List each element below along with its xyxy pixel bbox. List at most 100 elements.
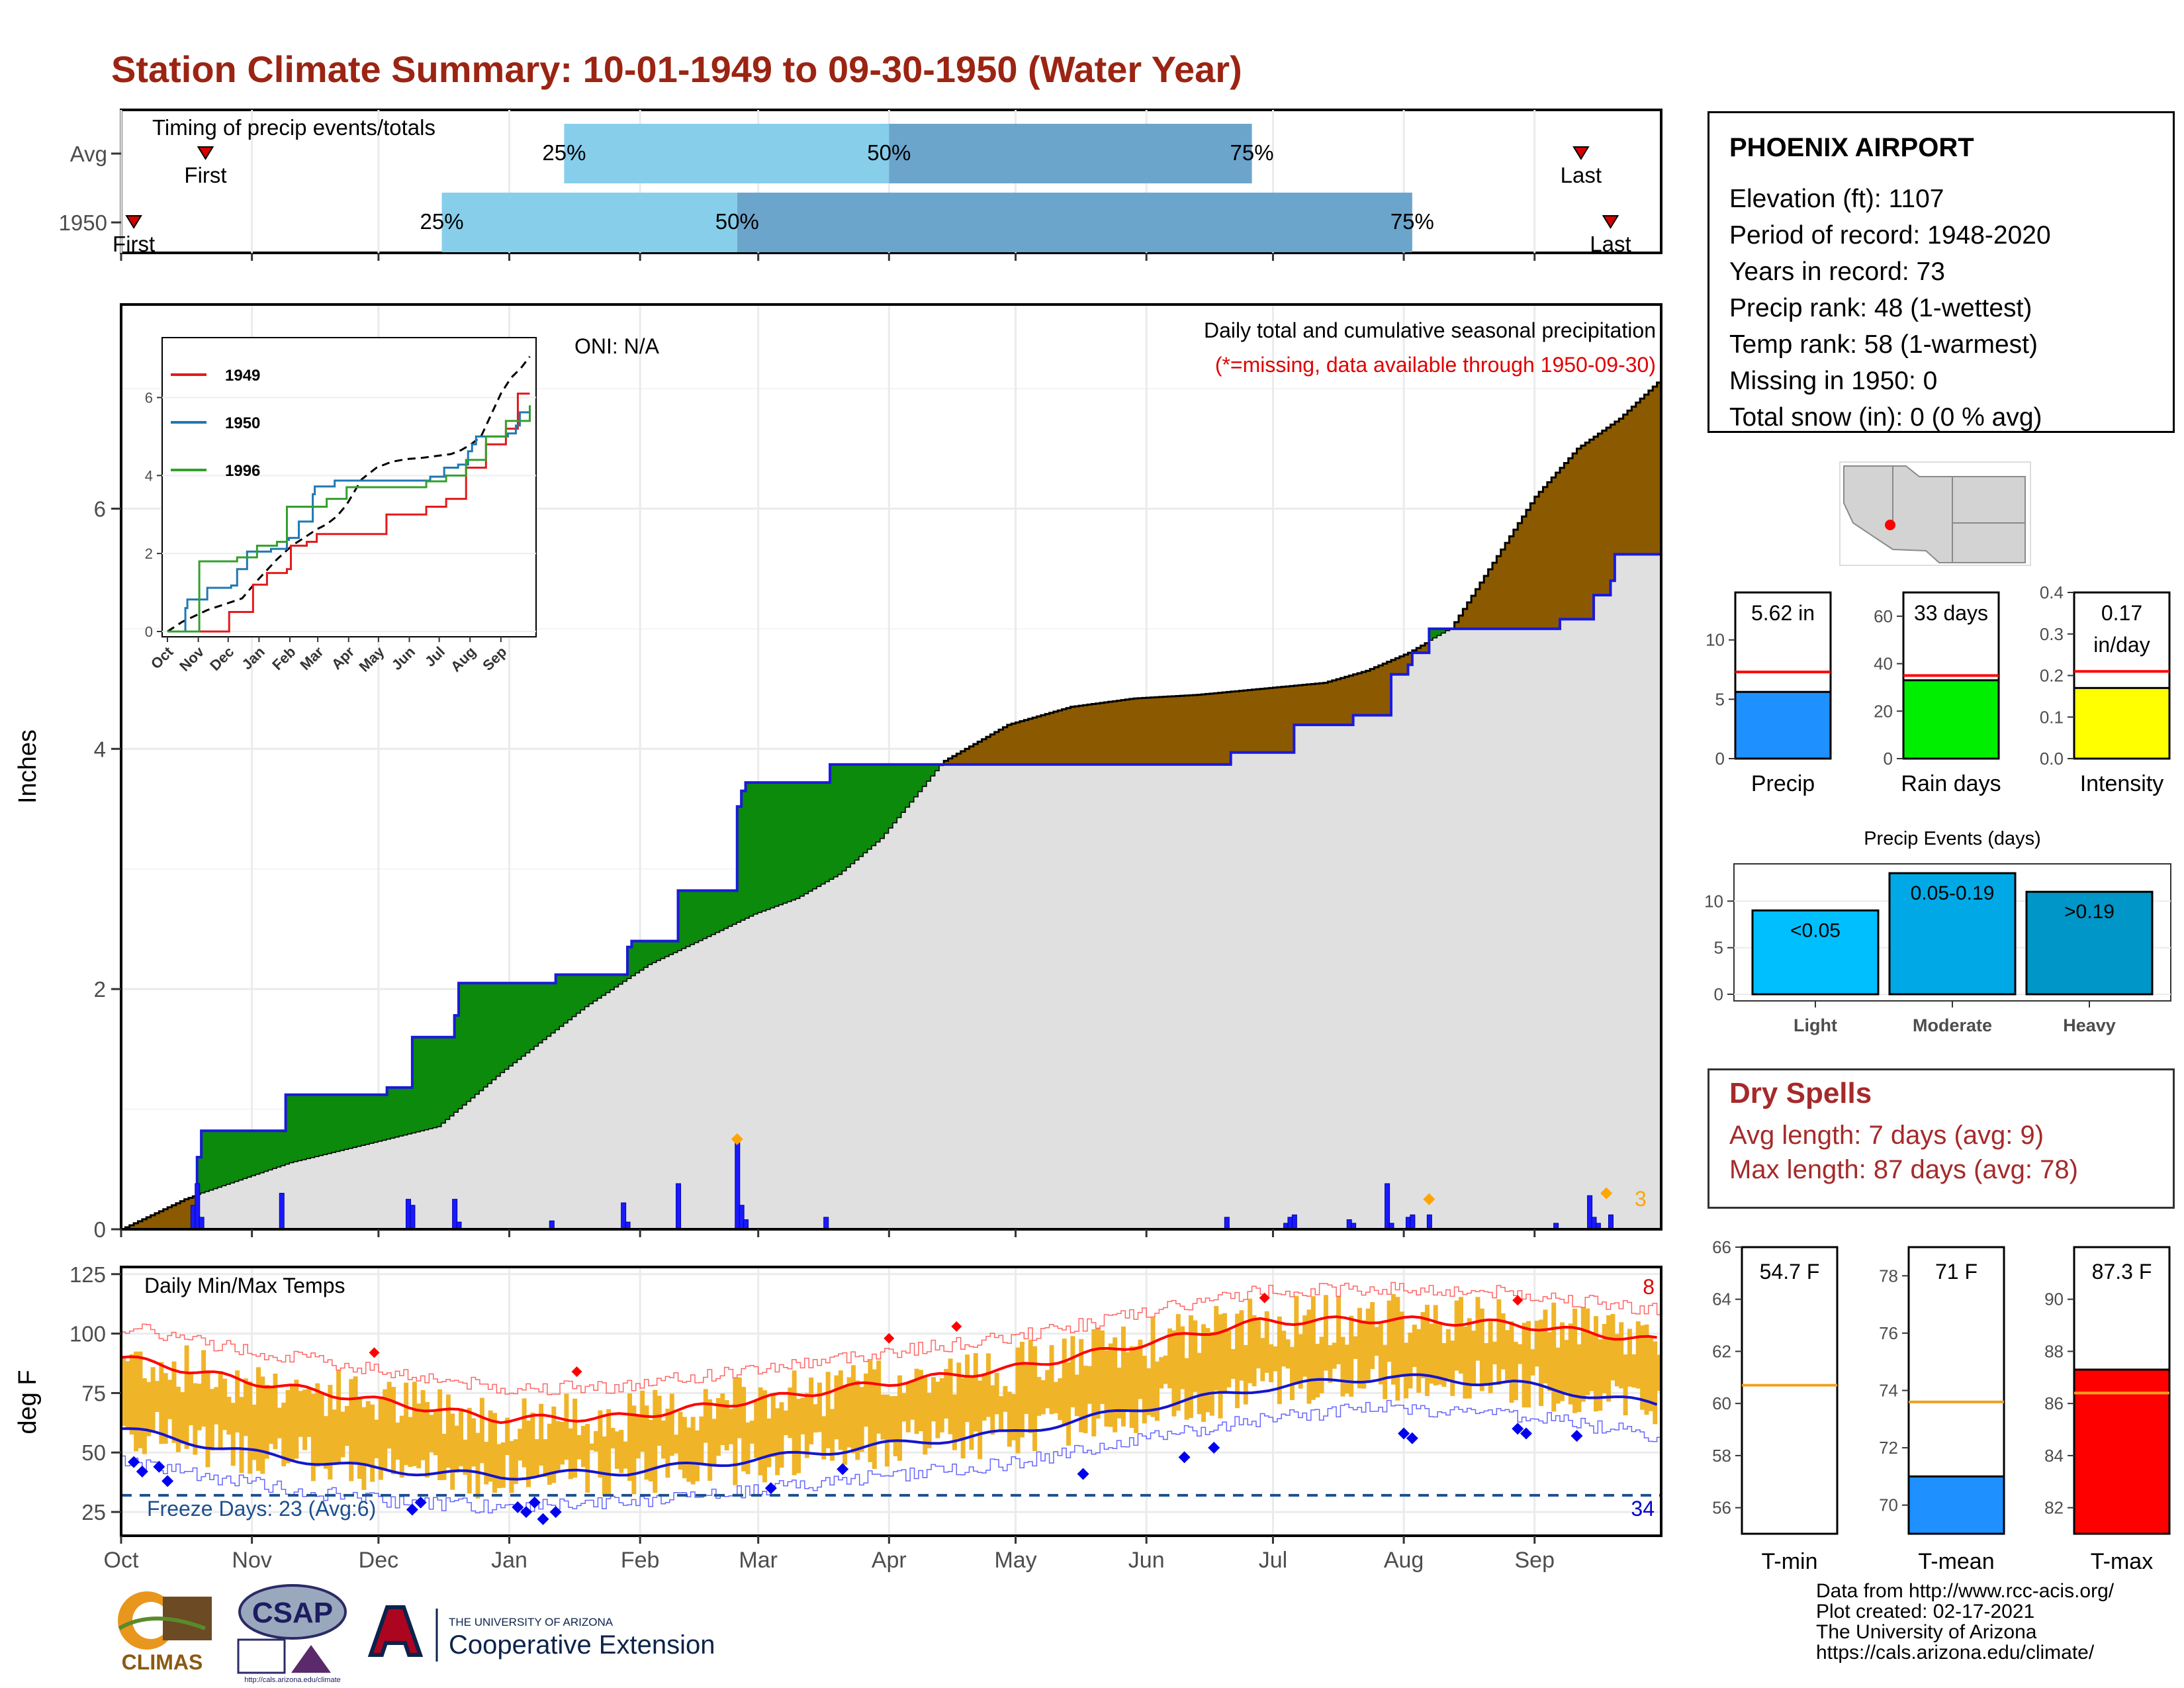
daily-temp-range [306, 1387, 312, 1437]
event-bar-label: 0.05-0.19 [1911, 882, 1995, 904]
first-event-label: First [113, 232, 155, 256]
month-label: Jun [1128, 1548, 1165, 1573]
gauge-ytick-label: 20 [1874, 701, 1893, 721]
gauge-ytick-label: 60 [1874, 606, 1893, 626]
dry-spells-box: Dry Spells Avg length: 7 days (avg: 9) M… [1707, 1068, 2175, 1209]
daily-temp-range [534, 1439, 539, 1476]
daily-temp-range [429, 1415, 434, 1452]
daily-temp-range [1610, 1313, 1615, 1381]
daily-temp-range [999, 1396, 1004, 1431]
daily-temp-range [463, 1439, 468, 1475]
temp-gauge-frame [1741, 1246, 1839, 1535]
daily-temp-range [142, 1378, 147, 1454]
daily-temp-range [1049, 1345, 1054, 1415]
event-bar [1888, 872, 2017, 996]
daily-temp-range [711, 1419, 717, 1465]
daily-temp-range [1230, 1348, 1236, 1379]
daily-temp-range [796, 1399, 801, 1474]
daily-temp-range [205, 1370, 210, 1468]
daily-temp-range [1214, 1305, 1219, 1391]
daily-temp-range [715, 1397, 721, 1456]
gauge-value-bar [1902, 679, 2000, 760]
daily-temp-range [475, 1432, 480, 1499]
daily-temp-range [1062, 1338, 1067, 1425]
daily-temp-range [509, 1440, 514, 1493]
daily-temp-range [547, 1423, 552, 1485]
daily-temp-range [1306, 1309, 1312, 1404]
daily-temp-range [1340, 1336, 1345, 1397]
daily-temp-range [1475, 1297, 1480, 1361]
daily-temp-range [1201, 1324, 1206, 1423]
month-label: Nov [232, 1548, 271, 1573]
daily-temp-range [1120, 1326, 1126, 1427]
ua-extension-logo: THE UNIVERSITY OF ARIZONA Cooperative Ex… [357, 1602, 741, 1668]
daily-temp-range [180, 1392, 185, 1444]
record-high-marker [571, 1366, 582, 1378]
daily-temp-range [1551, 1302, 1557, 1412]
daily-temp-range [1218, 1314, 1223, 1419]
gauge-ytick-label: 0.3 [2040, 624, 2064, 644]
record-low-marker [537, 1513, 549, 1525]
daily-temp-range [138, 1351, 143, 1448]
footer-source: Data from http://www.rcc-acis.org/ [1816, 1580, 2115, 1602]
daily-temp-range [1251, 1315, 1257, 1387]
daily-temp-range [1429, 1323, 1434, 1384]
daily-temp-range [1602, 1324, 1607, 1393]
daily-temp-range [1138, 1339, 1143, 1399]
record-low-marker [128, 1456, 140, 1468]
daily-temp-range [935, 1382, 940, 1438]
gauge-ytick-label: 0.2 [2040, 666, 2064, 686]
record-precip-marker [1423, 1193, 1435, 1205]
daily-temp-range [302, 1389, 308, 1450]
ua-extension-text: Cooperative Extension [449, 1630, 715, 1660]
daily-temp-range [800, 1397, 805, 1434]
daily-temp-range [492, 1413, 498, 1493]
daily-temp-range [923, 1378, 928, 1455]
daily-temp-range [610, 1428, 615, 1449]
daily-temp-range [1467, 1318, 1472, 1399]
daily-temp-range [146, 1382, 152, 1436]
record-high-marker [369, 1347, 380, 1358]
month-label: Dec [359, 1548, 398, 1573]
daily-precip-bar [1224, 1217, 1230, 1229]
daily-temp-range [281, 1402, 287, 1467]
daily-temp-range [218, 1371, 223, 1450]
daily-temp-range [310, 1393, 316, 1481]
daily-temp-range [1522, 1323, 1527, 1408]
temp-gauge-value-text: 54.7 F [1760, 1260, 1820, 1284]
daily-temp-range [1150, 1317, 1156, 1417]
temp-gauge-ytick-label: 86 [2044, 1393, 2064, 1413]
daily-temp-range [1463, 1326, 1468, 1399]
inset-ytick-label: 0 [145, 624, 153, 640]
inset-series-line [167, 393, 530, 633]
daily-temp-range [193, 1383, 198, 1455]
daily-temp-range [1572, 1308, 1578, 1413]
daily-temp-range [319, 1391, 324, 1465]
last-event-label: Last [1561, 163, 1602, 187]
record-low-marker [1178, 1451, 1191, 1464]
daily-temp-range [277, 1407, 282, 1438]
daily-temp-range [1564, 1340, 1569, 1393]
inset-legend-label: 1950 [225, 414, 260, 432]
daily-temp-range [543, 1439, 548, 1477]
daily-temp-range [294, 1380, 299, 1459]
daily-temp-range [690, 1417, 696, 1485]
daily-temp-range [1445, 1329, 1451, 1379]
daily-temp-range [1146, 1368, 1152, 1415]
daily-temp-range [1404, 1342, 1409, 1399]
precip-ytick-label: 0 [94, 1217, 106, 1242]
daily-temp-range [703, 1389, 708, 1443]
record-low-marker [1398, 1427, 1410, 1440]
daily-temp-range [1614, 1334, 1619, 1387]
timing-title: Timing of precip events/totals [152, 115, 435, 140]
events-title: Precip Events (days) [1864, 828, 2041, 849]
gauge-ytick-label: 5 [1715, 689, 1725, 709]
record-low-marker [1077, 1468, 1089, 1480]
daily-temp-range [1277, 1316, 1282, 1405]
daily-temp-range [437, 1389, 443, 1480]
daily-temp-range [1543, 1309, 1548, 1383]
daily-temp-range [416, 1403, 422, 1469]
daily-temp-range [518, 1429, 523, 1461]
daily-temp-range [1450, 1340, 1455, 1396]
